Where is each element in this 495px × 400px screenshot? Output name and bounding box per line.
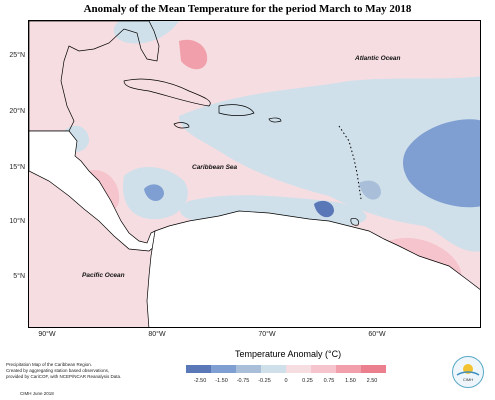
cool-anomaly-north	[113, 21, 179, 44]
y-axis-label-15n: 15°N	[9, 164, 25, 171]
x-axis-label-90w: 90°W	[38, 331, 56, 338]
logo-text: CIMH	[462, 377, 474, 382]
legend-tick-label: -0.75	[236, 378, 250, 384]
warm-anomaly-florida	[179, 39, 208, 70]
land-north-america	[29, 21, 160, 132]
footnote-credit: CIMH June 2018	[20, 391, 54, 396]
label-caribbean-sea: Caribbean Sea	[192, 164, 238, 171]
strong-cool-anomaly-venezuela	[314, 200, 334, 218]
y-axis-label-20n: 20°N	[9, 108, 25, 115]
legend-swatch-5	[311, 365, 337, 373]
cimh-logo: CIMH	[452, 356, 484, 388]
strong-cool-anomaly-east	[403, 119, 480, 208]
legend-tick-label: -2.50	[193, 378, 207, 384]
legend-tick-label: 0.25	[302, 378, 313, 384]
x-axis-label-70w: 70°W	[258, 331, 276, 338]
footnote-line-2: Created by aggregating station based obs…	[6, 368, 110, 373]
legend-color-bar	[186, 365, 386, 373]
legend-swatch-1	[211, 365, 237, 373]
legend-tick-label: 0	[284, 378, 288, 384]
legend-title: Temperature Anomaly (°C)	[235, 349, 342, 359]
anomaly-map-canvas	[29, 21, 480, 327]
sun-icon	[456, 364, 480, 376]
label-pacific-ocean: Pacific Ocean	[82, 272, 125, 279]
legend-tick-label: 0.75	[323, 378, 335, 384]
land-central-america	[29, 130, 162, 252]
legend-swatch-2	[236, 365, 262, 373]
legend-swatch-7	[361, 365, 386, 373]
x-axis-label-80w: 80°W	[148, 331, 166, 338]
y-axis-label-25n: 25°N	[9, 52, 25, 59]
anomaly-map	[28, 20, 481, 328]
legend-tick-label: 1.50	[345, 378, 356, 384]
land-puerto-rico	[268, 117, 282, 123]
footnote-line-1: Precipitation Map of the Caribbean Regio…	[6, 362, 93, 367]
legend-swatch-3	[261, 365, 287, 373]
legend-swatch-0	[186, 365, 212, 373]
legend-tick-label: 2.50	[366, 378, 378, 384]
legend-tick-label: -1.50	[215, 378, 228, 384]
y-axis-label-10n: 10°N	[9, 218, 25, 225]
legend-tick-label: -0.25	[258, 378, 271, 384]
legend-swatch-6	[336, 365, 362, 373]
map-title: Anomaly of the Mean Temperature for the …	[83, 3, 412, 15]
footnote-line-3: provided by CariCOF, with NCEP/NCAR Rean…	[6, 374, 122, 379]
land-hispaniola	[218, 104, 255, 116]
cool-anomaly-atlantic-band	[179, 76, 480, 252]
strong-cool-anomaly-caribbean	[144, 184, 164, 201]
label-atlantic-ocean: Atlantic Ocean	[355, 55, 401, 62]
x-axis-label-60w: 60°W	[368, 331, 386, 338]
land-cuba	[123, 78, 211, 107]
y-axis-label-5n: 5°N	[13, 273, 25, 280]
legend-swatch-4	[286, 365, 312, 373]
land-trinidad	[350, 218, 359, 226]
land-south-america	[146, 210, 480, 327]
land-jamaica	[173, 122, 190, 129]
strong-cool-anomaly-windward	[359, 180, 381, 200]
